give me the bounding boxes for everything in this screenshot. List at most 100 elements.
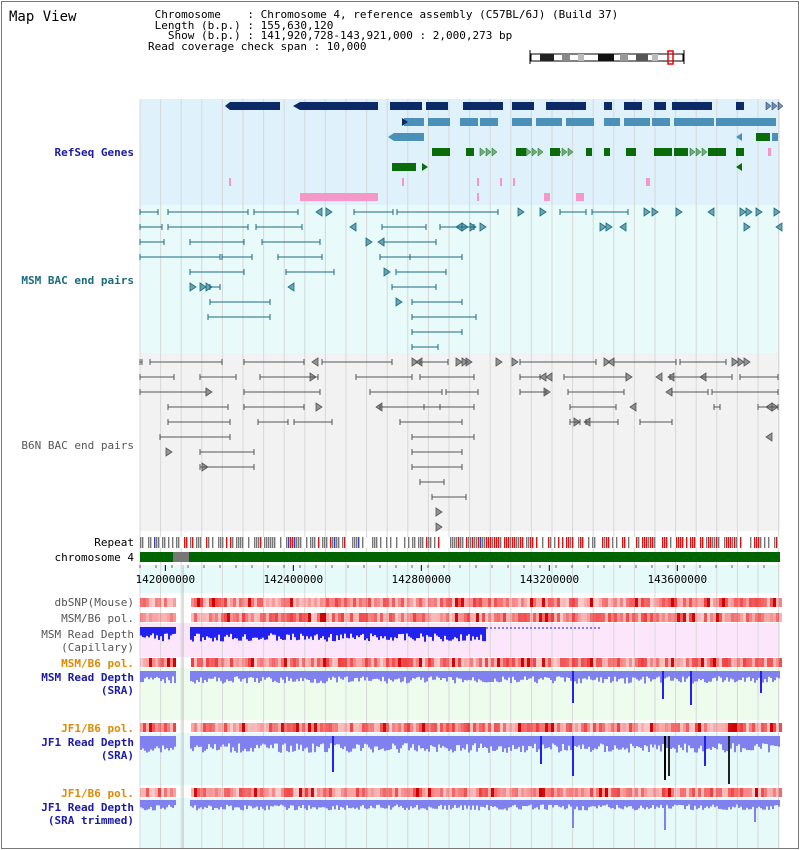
repeat-element xyxy=(300,537,302,548)
repeat-element xyxy=(458,537,460,548)
jf1-trim-depth-bar xyxy=(140,800,142,808)
jf1-b6-pol-cell xyxy=(602,723,605,732)
capillary-depth-bar xyxy=(144,627,146,638)
label-msm-bac-end-pairs[interactable]: MSM BAC end pairs xyxy=(21,274,134,287)
msm-sra-depth-bar xyxy=(694,671,696,682)
jf1-b6-pol-cell xyxy=(542,788,545,797)
msm-b6-pol-cell xyxy=(152,658,155,667)
jf1-b6-pol-cell xyxy=(695,788,698,797)
jf1-sra-depth-bar xyxy=(478,736,480,748)
label-repeat[interactable]: Repeat xyxy=(94,536,134,549)
msm-sra-depth-bar xyxy=(588,671,590,677)
msm-sra-depth-bar xyxy=(312,671,314,683)
repeat-element xyxy=(492,537,494,548)
jf1-sra-depth-bar xyxy=(144,736,146,751)
label-msm-read-depth-capillary[interactable]: MSM Read Depth (Capillary) xyxy=(41,628,134,654)
label-jf1-b6-pol-1[interactable]: JF1/B6 pol. xyxy=(61,722,134,735)
repeat-element xyxy=(298,537,300,548)
jf1-sra-depth-bar xyxy=(466,736,468,745)
jf1-b6-pol-cell xyxy=(575,723,578,732)
dbsnp-cell xyxy=(686,598,689,607)
jf1-b6-pol-cell xyxy=(281,723,284,732)
jf1-trim-depth-bar xyxy=(302,800,304,805)
dbsnp-cell xyxy=(773,598,776,607)
repeat-element xyxy=(336,537,338,548)
jf1-b6-pol-cell xyxy=(305,723,308,732)
b6n-bac-end xyxy=(511,357,519,367)
gene-chevron xyxy=(561,147,568,157)
capillary-depth-bar xyxy=(426,627,428,636)
jf1-b6-pol-cell xyxy=(638,723,641,732)
msm-sra-depth-bar xyxy=(618,671,620,680)
jf1-trim-depth-bar xyxy=(454,800,456,805)
jf1-sra-depth-bar xyxy=(482,736,484,748)
label-chromosome[interactable]: chromosome 4 xyxy=(54,551,134,564)
msm-sra-depth-bar xyxy=(250,671,252,678)
jf1-trim-depth-bar xyxy=(490,800,492,806)
label-refseq-genes[interactable]: RefSeq Genes xyxy=(54,146,134,159)
dbsnp-cell xyxy=(494,598,497,607)
label-msm-b6-pol-1[interactable]: MSM/B6 pol. xyxy=(61,612,134,625)
jf1-b6-pol-cell xyxy=(401,788,404,797)
jf1-trim-depth-bar xyxy=(214,800,216,808)
jf1-b6-pol-cell xyxy=(452,723,455,732)
msm-sra-depth-bar xyxy=(278,671,280,683)
jf1-b6-pol-cell xyxy=(446,723,449,732)
jf1-b6-pol-cell xyxy=(779,723,782,732)
msm-b6-pol-cell xyxy=(290,658,293,667)
jf1-trim-depth-bar xyxy=(262,800,264,809)
msm-b6-pol-cell xyxy=(740,613,743,622)
jf1-sra-depth-bar xyxy=(162,736,164,746)
msm-b6-pol-cell xyxy=(281,658,284,667)
dbsnp-cell xyxy=(263,598,266,607)
jf1-b6-pol-cell xyxy=(683,788,686,797)
b6n-bac-end xyxy=(771,402,779,412)
dbsnp-cell xyxy=(740,598,743,607)
msm-sra-depth-bar xyxy=(418,671,420,677)
msm-sra-depth-bar xyxy=(682,671,684,677)
jf1-trim-depth-bar xyxy=(148,800,150,809)
jf1-b6-pol-cell xyxy=(221,788,224,797)
jf1-sra-depth-bar xyxy=(566,736,568,751)
msm-b6-pol-cell xyxy=(611,658,614,667)
label-dbsnp[interactable]: dbSNP(Mouse) xyxy=(54,596,134,609)
dbsnp-cell xyxy=(272,598,275,607)
repeat-element xyxy=(218,537,220,548)
msm-b6-pol-cell xyxy=(746,613,749,622)
capillary-depth-bar xyxy=(566,627,568,629)
jf1-b6-pol-cell xyxy=(536,723,539,732)
label-jf1-read-depth-sra-trimmed[interactable]: JF1 Read Depth (SRA trimmed) xyxy=(41,801,134,827)
jf1-b6-pol-cell xyxy=(587,788,590,797)
msm-sra-depth-bar xyxy=(752,671,754,679)
jf1-sra-depth-bar xyxy=(444,736,446,748)
label-jf1-b6-pol-2[interactable]: JF1/B6 pol. xyxy=(61,787,134,800)
repeat-element xyxy=(522,537,524,548)
msm-b6-pol-cell xyxy=(389,658,392,667)
jf1-b6-pol-cell xyxy=(287,788,290,797)
jf1-trim-depth-bar xyxy=(400,800,402,806)
msm-b6-pol-cell xyxy=(542,658,545,667)
repeat-element xyxy=(494,537,496,548)
jf1-sra-depth-bar xyxy=(238,736,240,744)
msm-sra-depth-bar xyxy=(146,671,148,678)
jf1-trim-depth-bar xyxy=(232,800,234,811)
label-b6n-bac-end-pairs[interactable]: B6N BAC end pairs xyxy=(21,439,134,452)
msm-b6-pol-cell xyxy=(164,613,167,622)
jf1-b6-pol-cell xyxy=(629,723,632,732)
label-msm-b6-pol-2[interactable]: MSM/B6 pol. xyxy=(61,657,134,670)
jf1-sra-depth-bar xyxy=(506,736,508,753)
dbsnp-cell xyxy=(365,598,368,607)
chromosome-ideogram[interactable] xyxy=(528,50,688,66)
jf1-b6-pol-cell xyxy=(377,788,380,797)
jf1-b6-pol-cell xyxy=(167,788,170,797)
repeat-element xyxy=(628,537,630,548)
msm-sra-depth-bar xyxy=(708,671,710,682)
label-msm-read-depth-sra[interactable]: MSM Read Depth (SRA) xyxy=(41,671,134,697)
jf1-trim-depth-bar xyxy=(318,800,320,808)
jf1-b6-pol-cell xyxy=(341,788,344,797)
repeat-element xyxy=(664,537,666,548)
jf1-sra-depth-bar xyxy=(344,736,346,747)
jf1-sra-depth-bar xyxy=(656,736,658,750)
label-jf1-read-depth-sra[interactable]: JF1 Read Depth (SRA) xyxy=(41,736,134,762)
